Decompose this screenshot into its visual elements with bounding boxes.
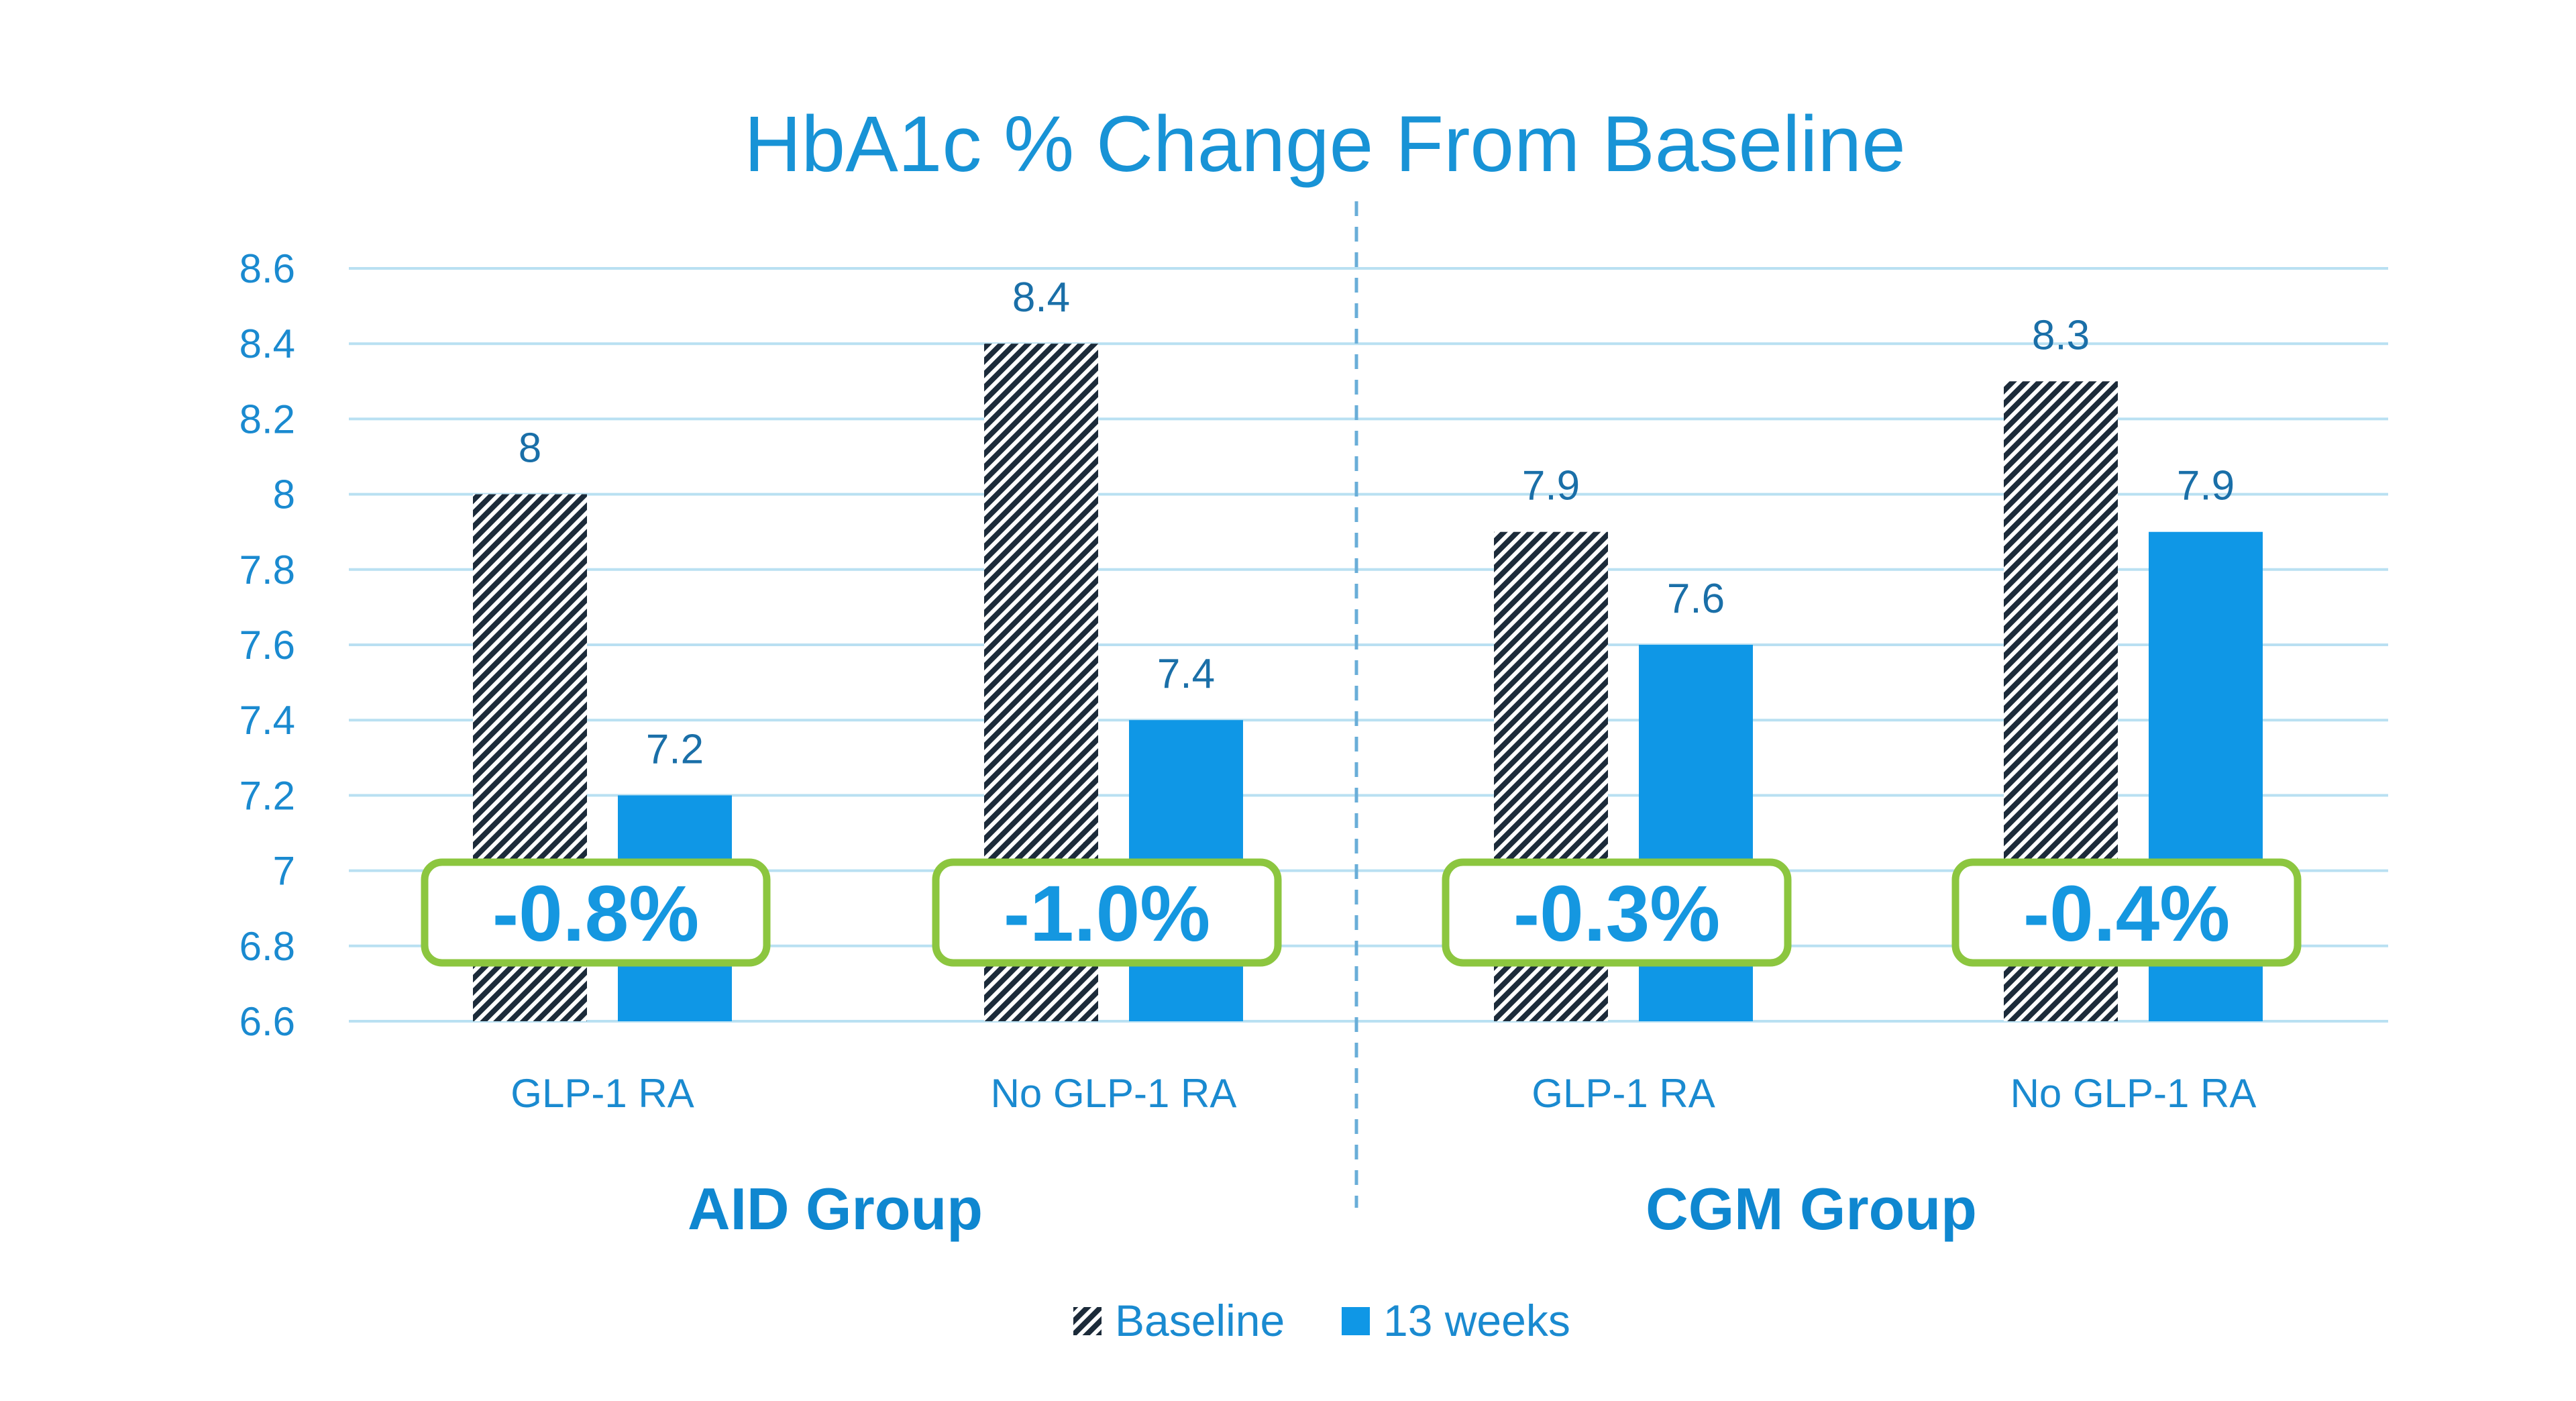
change-value: -0.8% (492, 870, 699, 958)
change-badge-box (932, 858, 1282, 967)
y-tick-label: 8 (273, 472, 295, 517)
data-labels: 8 8.4 7.9 8.3 7.2 7.4 7.6 7.9 (519, 274, 2235, 772)
data-label: 7.2 (646, 726, 704, 772)
change-badge-box (421, 858, 771, 967)
change-badges: -0.8% -1.0% -0.3% -0.4% (421, 858, 2302, 967)
category-label: No GLP-1 RA (2010, 1071, 2257, 1116)
y-axis-ticks: 6.6 6.8 7 7.2 7.4 7.6 7.8 8 8.2 8.4 8.6 (239, 246, 295, 1044)
category-label: GLP-1 RA (511, 1071, 694, 1116)
legend-swatch-13-weeks (1342, 1307, 1370, 1335)
change-badge: -0.8% (421, 858, 771, 967)
change-badge: -0.4% (1951, 858, 2302, 967)
chart-title: HbA1c % Change From Baseline (744, 100, 1906, 189)
data-label: 7.4 (1157, 651, 1215, 697)
change-value: -0.3% (1513, 870, 1720, 958)
change-value: -0.4% (2023, 870, 2230, 958)
group-label: CGM Group (1646, 1176, 1977, 1242)
y-tick-label: 7.4 (239, 698, 295, 743)
y-tick-label: 8.6 (239, 246, 295, 291)
y-tick-label: 7.2 (239, 773, 295, 818)
y-tick-label: 6.6 (239, 999, 295, 1044)
data-label: 7.6 (1667, 576, 1725, 622)
data-label: 7.9 (2177, 463, 2235, 509)
change-badge-box (1951, 858, 2302, 967)
legend-item: 13 weeks (1342, 1296, 1570, 1345)
data-label: 8.4 (1012, 274, 1070, 321)
group-label: AID Group (688, 1176, 983, 1242)
data-label: 8 (519, 425, 541, 472)
change-value: -1.0% (1004, 870, 1210, 958)
y-tick-label: 7 (273, 849, 295, 894)
y-tick-label: 7.6 (239, 623, 295, 668)
change-badge: -0.3% (1442, 858, 1792, 967)
category-label: No GLP-1 RA (991, 1071, 1237, 1116)
y-tick-label: 8.4 (239, 321, 295, 366)
legend-label-baseline: Baseline (1115, 1296, 1285, 1345)
x-axis-categories: GLP-1 RA No GLP-1 RA GLP-1 RA No GLP-1 RA (511, 1071, 2256, 1116)
group-labels: AID Group CGM Group (688, 1176, 1977, 1242)
legend-item: Baseline (1073, 1296, 1285, 1345)
data-label: 8.3 (2032, 312, 2090, 358)
y-tick-label: 7.8 (239, 548, 295, 592)
change-badge-box (1442, 858, 1792, 967)
change-badge: -1.0% (932, 858, 1282, 967)
legend-swatch-baseline (1073, 1307, 1102, 1335)
legend-label-13-weeks: 13 weeks (1383, 1296, 1570, 1345)
category-label: GLP-1 RA (1532, 1071, 1715, 1116)
data-label: 7.9 (1522, 463, 1580, 509)
y-tick-label: 8.2 (239, 397, 295, 442)
y-tick-label: 6.8 (239, 924, 295, 969)
legend: Baseline 13 weeks (1073, 1296, 1570, 1345)
